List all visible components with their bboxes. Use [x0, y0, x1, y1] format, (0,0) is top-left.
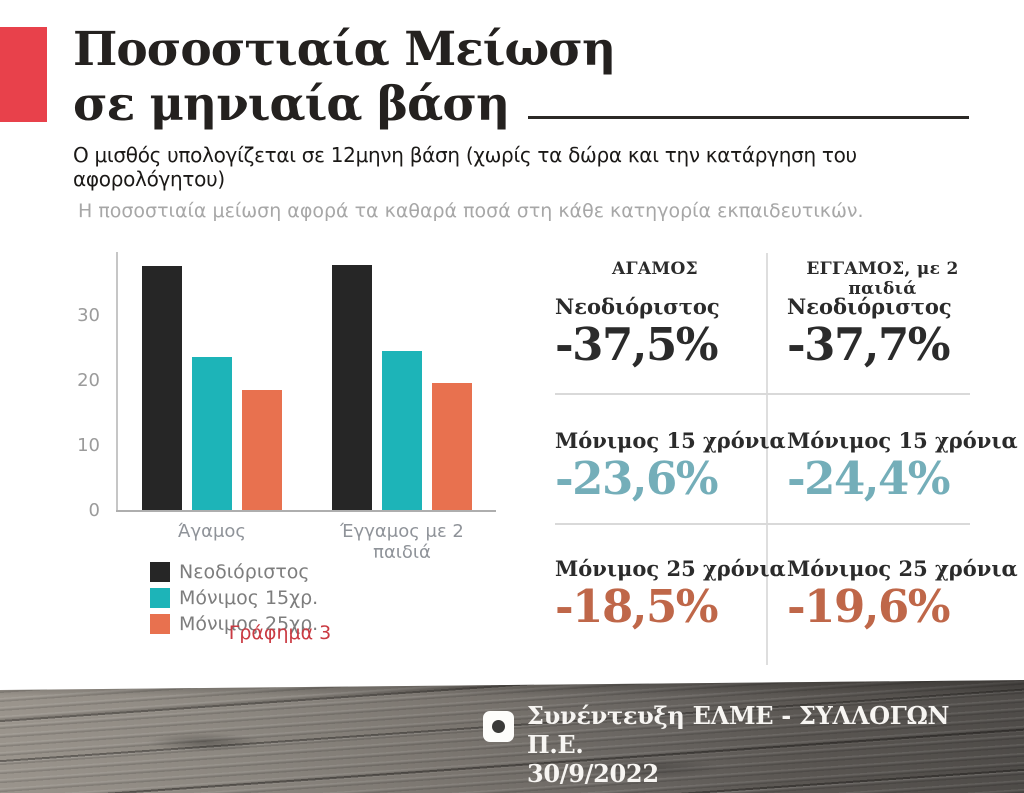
- stat-label: Μόνιμος 25 χρόνια: [787, 556, 1018, 581]
- subtitle: Ο μισθός υπολογίζεται σε 12μηνη βάση (χω…: [73, 143, 857, 191]
- legend-item: Νεοδιόριστος: [150, 561, 310, 583]
- bar-chart: [117, 250, 495, 510]
- record-dot-icon: [483, 711, 514, 742]
- stat-column-header-married: ΕΓΓΑΜΟΣ, με 2 παιδιά: [806, 259, 959, 299]
- legend-label: Νεοδιόριστος: [179, 561, 310, 583]
- stat-label: Νεοδιόριστος: [555, 294, 720, 319]
- footer-source: Συνέντευξη ΕΛΜΕ - ΣΥΛΛΟΓΩΝ Π.Ε. 30/9/2022: [527, 701, 1007, 788]
- y-tick-label: 10: [77, 435, 100, 456]
- legend-label: Μόνιμος 15χρ.: [179, 587, 319, 609]
- legend-item: Μόνιμος 25χρ.: [150, 613, 318, 635]
- legend-swatch-icon: [150, 562, 170, 582]
- chart-legend: Νεοδιόριστος Μόνιμος 15χρ. Μόνιμος 25χρ.: [150, 561, 484, 635]
- y-tick-label: 0: [88, 500, 100, 521]
- note-text: Η ποσοστιαία μείωση αφορά τα καθαρά ποσά…: [78, 200, 864, 222]
- y-tick-label: 30: [77, 305, 100, 326]
- y-tick-label: 20: [77, 370, 100, 391]
- bar: [192, 356, 232, 510]
- stat-label: Νεοδιόριστος: [787, 294, 952, 319]
- page-title-line1: Ποσοστιαία Μείωση: [73, 22, 616, 77]
- page-title-line2: σε μηνιαία βάση: [73, 77, 510, 132]
- stat-label: Μόνιμος 25 χρόνια: [555, 556, 786, 581]
- bar: [142, 266, 182, 510]
- stat-value: -23,6%: [555, 452, 719, 505]
- x-axis-line: [116, 510, 496, 512]
- chart-caption: Γράφημα 3: [228, 622, 332, 644]
- stat-label: Μόνιμος 15 χρόνια: [555, 428, 786, 453]
- bar: [382, 351, 422, 510]
- y-axis-line: [116, 252, 118, 512]
- bar: [432, 382, 472, 510]
- stats-horizontal-divider: [555, 393, 970, 395]
- bar-group: [332, 264, 472, 510]
- red-accent-square: [0, 27, 47, 122]
- stat-label: Μόνιμος 15 χρόνια: [787, 428, 1018, 453]
- stat-value: -18,5%: [555, 580, 719, 633]
- stat-value: -37,7%: [787, 318, 951, 371]
- bar: [242, 389, 282, 510]
- x-axis-labels: Άγαμος Έγγαμος με 2 παιδιά: [117, 521, 495, 563]
- page-title: Ποσοστιαία Μείωση σε μηνιαία βάση: [73, 22, 616, 132]
- stat-value: -24,4%: [787, 452, 951, 505]
- footer-source-line1: Συνέντευξη ΕΛΜΕ - ΣΥΛΛΟΓΩΝ Π.Ε.: [527, 701, 950, 759]
- x-category-label: Άγαμος: [177, 521, 246, 542]
- stats-vertical-divider: [766, 253, 768, 665]
- bar-group: [142, 266, 282, 510]
- legend-swatch-icon: [150, 614, 170, 634]
- legend-item: Μόνιμος 15χρ.: [150, 587, 318, 609]
- x-category-label: Έγγαμος με 2 παιδιά: [340, 521, 464, 563]
- stat-column-header-single: ΑΓΑΜΟΣ: [612, 259, 698, 279]
- legend-swatch-icon: [150, 588, 170, 608]
- stat-value: -19,6%: [787, 580, 951, 633]
- bar: [332, 264, 372, 510]
- footer-source-line2: 30/9/2022: [527, 759, 659, 788]
- stat-value: -37,5%: [555, 318, 719, 371]
- y-axis-ticks: 0 10 20 30: [52, 251, 108, 521]
- legend-label: Μόνιμος 25χρ.: [179, 613, 319, 635]
- title-underline: [528, 116, 969, 119]
- stats-horizontal-divider: [555, 523, 970, 525]
- record-dot-icon-inner: [492, 720, 505, 733]
